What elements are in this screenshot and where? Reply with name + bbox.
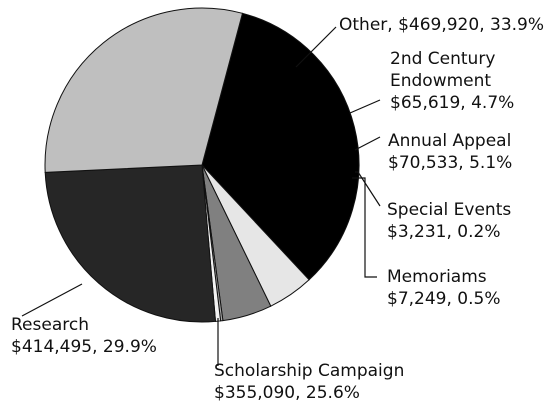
leader-line-research xyxy=(21,283,83,317)
leader-line-annual-appeal xyxy=(354,136,381,151)
slice-label-special-events: Special Events $3,231, 0.2% xyxy=(387,200,511,242)
slice-label-line: Research xyxy=(11,315,89,335)
slice-label-research: Research $414,495, 29.9% xyxy=(11,315,157,357)
slice-label-line: 2nd Century xyxy=(390,49,495,69)
slice-label-line: Special Events xyxy=(387,200,511,220)
slice-label-line: $7,249, 0.5% xyxy=(387,289,500,309)
slice-label-2nd-century-endowment: 2nd Century Endowment $65,619, 4.7% xyxy=(390,49,514,113)
leader-line-memoriams xyxy=(352,177,377,278)
pie-slice-research xyxy=(44,7,244,173)
slice-label-line: $355,090, 25.6% xyxy=(214,383,360,403)
slice-labels: Other, $469,920, 33.9% 2nd Century Endowme… xyxy=(11,15,544,403)
slice-label-scholarship-campaign: Scholarship Campaign $355,090, 25.6% xyxy=(214,361,404,403)
leader-line-special-events xyxy=(355,171,381,207)
slice-label-memoriams: Memoriams $7,249, 0.5% xyxy=(387,267,500,309)
slice-label-line: Other, $469,920, 33.9% xyxy=(339,15,544,35)
slice-label-line: $414,495, 29.9% xyxy=(11,337,157,357)
slice-label-annual-appeal: Annual Appeal $70,533, 5.1% xyxy=(388,131,512,173)
leader-line-2nd-century-endowment xyxy=(349,99,381,114)
slice-label-line: $3,231, 0.2% xyxy=(387,222,500,242)
slice-label-other: Other, $469,920, 33.9% xyxy=(339,15,544,35)
slice-label-line: $65,619, 4.7% xyxy=(390,93,514,113)
slice-label-line: $70,533, 5.1% xyxy=(388,153,512,173)
slice-label-line: Memoriams xyxy=(387,267,487,287)
slice-label-line: Annual Appeal xyxy=(388,131,511,151)
leader-line-other xyxy=(295,26,337,68)
pie-slices xyxy=(44,7,360,323)
pie-slice-scholarship-campaign xyxy=(44,164,217,323)
slice-label-line: Scholarship Campaign xyxy=(214,361,404,381)
slice-label-line: Endowment xyxy=(390,71,491,91)
leader-lines xyxy=(21,26,381,366)
pie-slice-other xyxy=(201,12,360,281)
